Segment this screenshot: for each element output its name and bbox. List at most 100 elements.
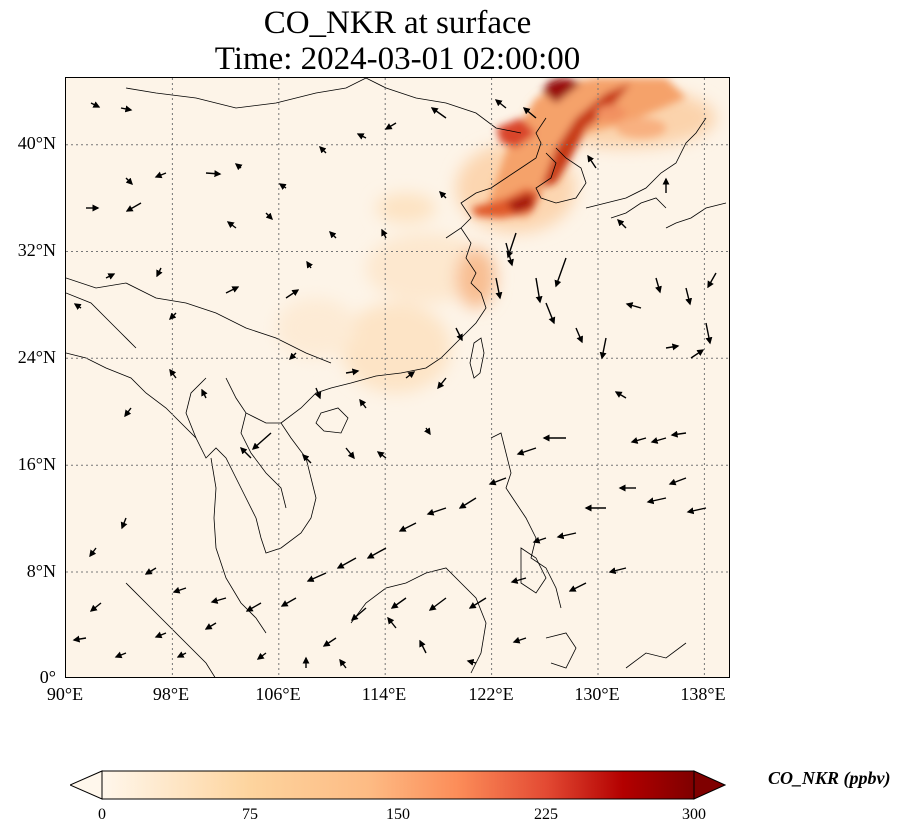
lat-tick-label: 8°N [26, 561, 56, 581]
lat-tick-label: 16°N [17, 454, 56, 474]
wind-vector [251, 432, 272, 450]
co-concentration-field [66, 78, 729, 677]
wind-vector [366, 547, 387, 559]
wind-vector [120, 105, 133, 113]
wind-vector [234, 163, 243, 171]
wind-vector [169, 368, 177, 379]
wind-vector [575, 327, 584, 344]
wind-vector [156, 267, 163, 278]
wind-vector [226, 221, 237, 229]
wind-vector [630, 437, 647, 444]
map-canvas [66, 78, 729, 677]
wind-vector [455, 327, 463, 342]
wind-vector [398, 522, 417, 532]
wind-vector [89, 602, 102, 612]
wind-vector [319, 146, 327, 154]
lat-tick-label: 40°N [17, 133, 56, 153]
lon-tick-label: 90°E [46, 684, 84, 704]
wind-vector [568, 582, 587, 592]
colorbar-tick-label: 150 [386, 806, 410, 823]
wind-vector [614, 391, 627, 399]
wind-vector [144, 567, 157, 575]
wind-vector [90, 101, 101, 108]
coastlines [66, 78, 727, 677]
wind-vector [285, 289, 300, 299]
wind-vector [329, 231, 337, 239]
wind-vector [488, 477, 507, 486]
lon-tick-label: 122°E [468, 684, 514, 704]
wind-vector [384, 122, 397, 130]
wind-vector [670, 430, 687, 438]
wind-vector [522, 107, 537, 119]
wind-vector [426, 507, 447, 516]
wind-vectors [72, 99, 717, 669]
wind-vector [430, 107, 447, 119]
wind-vector [439, 191, 447, 199]
wind-vector [390, 597, 407, 609]
wind-vector [359, 398, 367, 409]
wind-vector [154, 631, 167, 639]
wind-vector [289, 352, 297, 360]
wind-vector [617, 219, 627, 229]
wind-vector [495, 277, 503, 300]
wind-vector [512, 636, 527, 644]
wind-vector [437, 377, 447, 390]
wind-vector [494, 99, 507, 109]
wind-vector [176, 651, 187, 658]
wind-vector [201, 388, 208, 399]
map-time-subtitle: Time: 2024-03-01 02:00:00 [214, 41, 581, 77]
wind-vector [72, 635, 87, 643]
wind-vector [205, 170, 222, 178]
wind-vector [306, 260, 314, 269]
wind-vector [210, 597, 227, 604]
wind-vector [169, 312, 177, 320]
wind-vector [120, 517, 128, 530]
wind-vector [240, 447, 252, 459]
wind-vector [686, 507, 707, 515]
wind-vector [554, 257, 567, 288]
wind-vector [458, 497, 477, 509]
wind-vector [336, 557, 357, 569]
colorbar-tick-label: 75 [242, 806, 258, 823]
wind-vector [668, 477, 687, 486]
lat-tick-label: 0° [39, 667, 56, 687]
wind-vector [345, 368, 360, 376]
wind-vector [381, 228, 388, 239]
wind-vector [278, 183, 287, 191]
wind-vector [154, 171, 167, 179]
colorbar-tick-label: 0 [98, 806, 106, 823]
map-area [65, 77, 730, 678]
lat-tick-label: 24°N [17, 347, 56, 367]
wind-vector [599, 337, 607, 360]
wind-vector [350, 607, 367, 621]
wind-vector [306, 572, 327, 582]
wind-vector [705, 322, 713, 345]
wind-vector [302, 454, 312, 464]
wind-vector [89, 547, 97, 558]
lon-tick-label: 98°E [152, 684, 190, 704]
wind-vector [204, 622, 217, 630]
wind-vector [376, 451, 387, 459]
lon-tick-label: 114°E [361, 684, 407, 704]
wind-vector [466, 658, 477, 666]
wind-vector [256, 652, 267, 660]
wind-vector [625, 302, 642, 309]
wind-vector [245, 602, 262, 612]
wind-vector [345, 447, 355, 460]
lat-tick-label: 32°N [17, 240, 56, 260]
wind-vector [405, 371, 416, 379]
wind-vector [535, 277, 543, 304]
wind-vector [428, 597, 447, 611]
wind-vector [510, 577, 527, 584]
wind-vector [73, 303, 82, 311]
graticule [66, 78, 729, 677]
wind-vector [419, 639, 427, 654]
wind-vector [655, 277, 662, 294]
wind-vector [172, 586, 187, 594]
wind-vector [707, 272, 717, 289]
wind-vector [125, 202, 142, 212]
wind-vector [690, 349, 705, 359]
wind-vector [356, 133, 367, 140]
wind-vector [125, 177, 133, 185]
wind-vector [339, 658, 347, 669]
